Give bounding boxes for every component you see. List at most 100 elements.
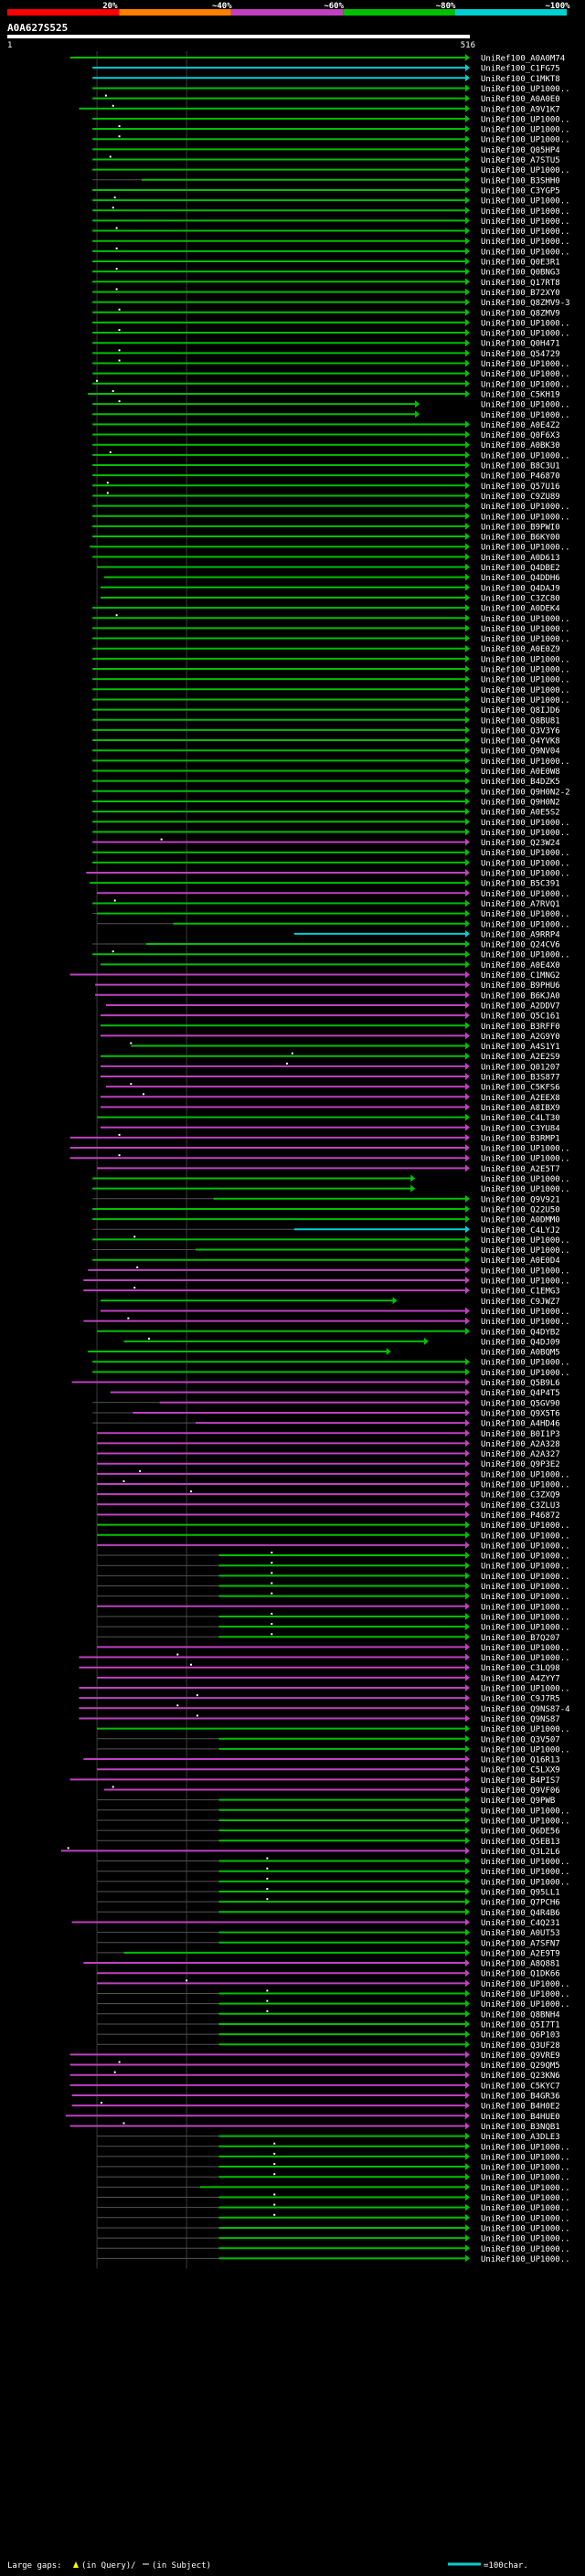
hit-label: UniRef100_UP1000..	[481, 1521, 570, 1531]
hit-label: UniRef100_A0E0D4	[481, 1256, 560, 1266]
hit-arrow	[465, 114, 470, 122]
hit-gap-mark	[196, 1714, 198, 1717]
hit-row: UniRef100_UP1000..	[92, 400, 570, 410]
hit-label: UniRef100_A2A327	[481, 1450, 560, 1459]
hit-gap-mark	[112, 950, 114, 953]
hit-label: UniRef100_UP1000..	[481, 1593, 570, 1602]
hit-arrow	[465, 1918, 470, 1926]
hit-label: UniRef100_C1EMG3	[481, 1288, 560, 1297]
hit-row: UniRef100_UP1000..	[86, 869, 570, 879]
hit-label: UniRef100_A0BK30	[481, 441, 560, 451]
hit-row: UniRef100_A7SFN7	[97, 1938, 560, 1948]
hit-arrow	[465, 848, 470, 856]
hit-arrow	[465, 675, 470, 684]
hit-arrow	[465, 2122, 470, 2130]
hit-arrow	[465, 1277, 470, 1284]
hit-label: UniRef100_C4Q231	[481, 1919, 560, 1928]
hit-row: UniRef100_P46870	[92, 472, 560, 482]
hit-arrow	[465, 1307, 470, 1315]
hit-gap-mark	[118, 329, 121, 332]
hit-row: UniRef100_UP1000..	[92, 634, 570, 644]
hit-gap-mark	[109, 451, 112, 453]
hit-arrow	[465, 614, 470, 622]
hit-label: UniRef100_C3LQ98	[481, 1664, 560, 1673]
hit-row: UniRef100_UP1000..	[92, 757, 570, 767]
hit-row: UniRef100_A2DDV7	[105, 1001, 560, 1011]
hit-row: UniRef100_A7RVQ1	[92, 899, 560, 909]
hit-gap-mark	[273, 2203, 276, 2206]
hit-row: UniRef100_C4LT30	[97, 1113, 560, 1123]
hit-row: UniRef100_B3RFF0	[100, 1022, 560, 1032]
hit-label: UniRef100_UP1000..	[481, 228, 570, 237]
hit-label: UniRef100_B3RMP1	[481, 1134, 560, 1143]
hit-row: UniRef100_B9PWI0	[92, 522, 560, 532]
hit-row: UniRef100_C3YU84	[100, 1123, 560, 1133]
hit-gap-mark	[273, 2142, 276, 2145]
hit-label: UniRef100_UP1000..	[481, 2245, 570, 2254]
hit-arrow	[465, 84, 470, 92]
hit-gap-mark	[190, 1490, 193, 1493]
hit-row: UniRef100_P46872	[97, 1511, 560, 1521]
hit-label: UniRef100_Q9NS87-4	[481, 1705, 570, 1714]
hit-row: UniRef100_Q4DBE2	[97, 563, 560, 573]
hit-row: UniRef100_UP1000..	[97, 1867, 570, 1877]
hit-row: UniRef100_A9RRP4	[293, 929, 560, 939]
hit-label: UniRef100_UP1000..	[481, 1613, 570, 1622]
hit-row: UniRef100_Q95LL1	[97, 1888, 560, 1898]
hit-row: UniRef100_Q57U16	[92, 482, 560, 492]
hit-arrow	[465, 1755, 470, 1764]
hit-row: UniRef100_UP1000..	[97, 2193, 570, 2203]
hit-gap-mark	[271, 1612, 273, 1615]
hit-row: UniRef100_A2EEX8	[100, 1093, 560, 1103]
hit-row: UniRef100_A0E4X0	[100, 960, 560, 970]
hit-arrow	[465, 2132, 470, 2140]
hit-label: UniRef100_Q0H471	[481, 340, 560, 349]
hit-label: UniRef100_UP1000..	[481, 2214, 570, 2223]
hit-row: UniRef100_UP1000..	[97, 1623, 570, 1633]
hit-gap-mark	[130, 1042, 133, 1044]
hit-arrow	[465, 207, 470, 215]
hit-row: UniRef100_Q5I7T1	[97, 2019, 560, 2030]
hit-row: UniRef100_A4ZYY7	[97, 1673, 560, 1683]
hit-arrow	[465, 838, 470, 846]
hit-label: UniRef100_Q1DK66	[481, 1970, 560, 1979]
hit-arrow	[465, 716, 470, 724]
hit-label: UniRef100_A0DEK4	[481, 605, 560, 614]
hit-arrow	[465, 1204, 470, 1213]
hit-arrow	[465, 2234, 470, 2242]
hit-arrow	[465, 624, 470, 632]
hit-row: UniRef100_Q54729	[92, 349, 560, 359]
hit-arrow	[465, 583, 470, 591]
hit-arrow	[465, 2030, 470, 2039]
hit-row: UniRef100_Q4DYB2	[97, 1327, 560, 1337]
hit-label: UniRef100_UP1000..	[481, 1175, 570, 1184]
hit-label: UniRef100_B72XY0	[481, 289, 560, 298]
hit-arrow	[465, 329, 470, 337]
hit-arrow	[465, 869, 470, 876]
hit-row: UniRef100_Q4DAJ9	[100, 583, 560, 593]
hit-arrow	[465, 512, 470, 520]
hit-row: UniRef100_UP1000..	[97, 1572, 570, 1582]
hit-row: UniRef100_UP1000..	[97, 2234, 570, 2244]
hit-arrow	[465, 1847, 470, 1855]
hit-row: UniRef100_UP1000..	[97, 2173, 570, 2183]
hit-arrow	[465, 1246, 470, 1254]
hit-arrow	[465, 1032, 470, 1040]
hit-label: UniRef100_UP1000..	[481, 1542, 570, 1551]
hit-label: UniRef100_UP1000..	[481, 1563, 570, 1572]
hit-gap-mark	[273, 2173, 276, 2176]
hit-label: UniRef100_Q8BNH4	[481, 2010, 560, 2019]
hit-row: UniRef100_UP1000..	[92, 695, 570, 705]
scale-tick-label: 20%	[102, 2, 118, 11]
hit-arrow	[465, 1562, 470, 1570]
hit-row: UniRef100_UP1000..	[92, 217, 570, 227]
hit-arrow	[465, 2009, 470, 2018]
hit-arrow	[465, 1612, 470, 1620]
identity-scale-ticks: 20% ~40% ~60% ~80% ~100%	[102, 2, 570, 11]
hit-label: UniRef100_A8Q881	[481, 1960, 560, 1969]
hit-label: UniRef100_UP1000..	[481, 1145, 570, 1154]
hit-label: UniRef100_B3RFF0	[481, 1023, 560, 1032]
hit-row: UniRef100_A2G9Y0	[100, 1032, 560, 1042]
hit-label: UniRef100_UP1000..	[481, 1155, 570, 1164]
hit-arrow	[465, 1133, 470, 1141]
